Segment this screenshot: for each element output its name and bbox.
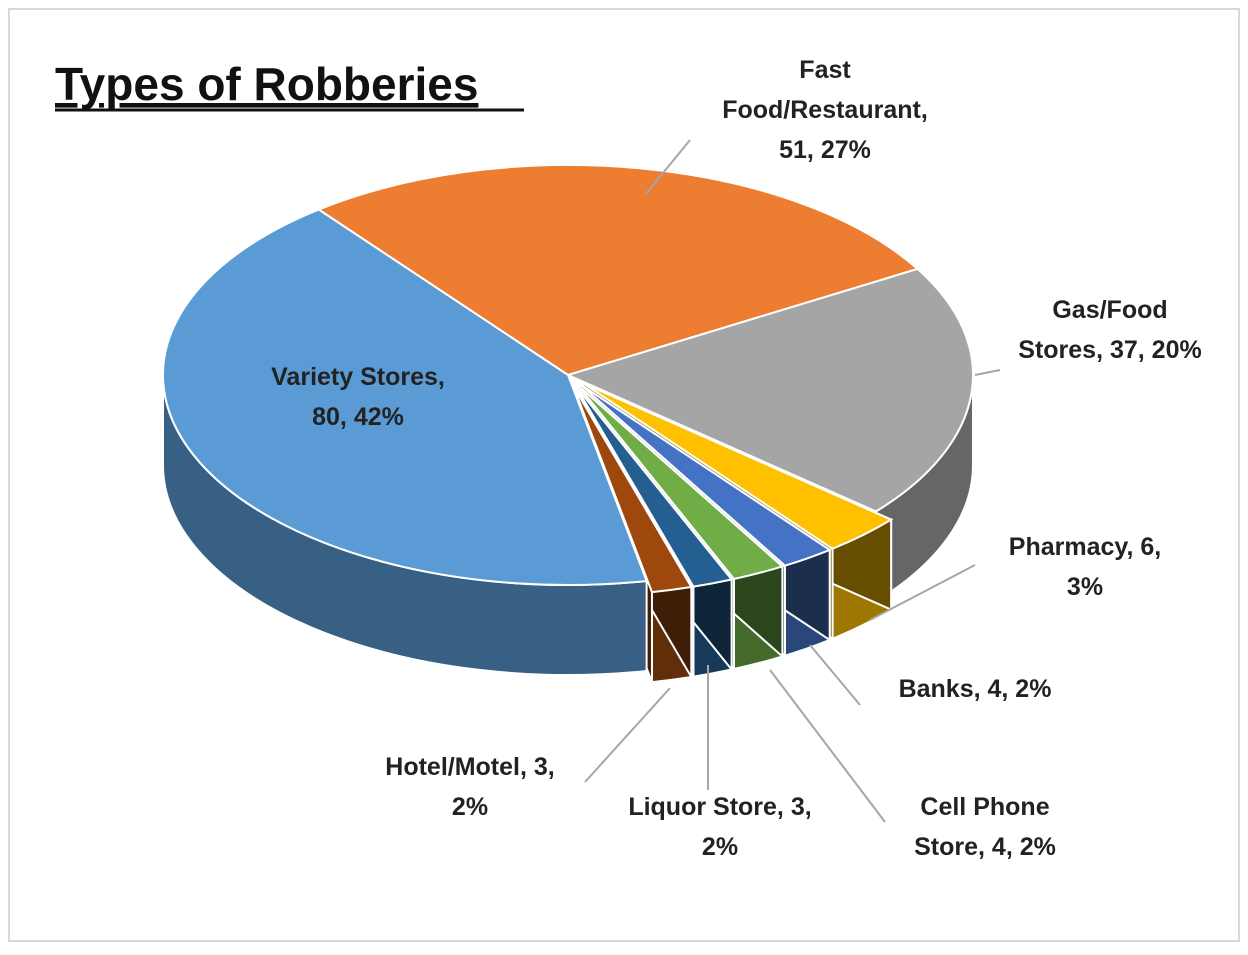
chart-title: Types of Robberies: [55, 58, 478, 110]
leader-line: [644, 139, 691, 196]
slice: [565, 267, 974, 513]
data-label: Fast Food/Restaurant, 51, 27%: [722, 56, 928, 164]
leader-line: [769, 669, 886, 823]
slice: [582, 382, 894, 550]
slice: [316, 164, 920, 377]
data-label: Gas/Food Stores, 37, 20%: [1018, 296, 1201, 364]
data-label: Variety Stores, 80, 42%: [271, 363, 445, 431]
leader-line: [974, 369, 1001, 376]
leader-line: [869, 564, 976, 621]
data-label: Cell Phone Store, 4, 2%: [914, 793, 1056, 861]
slice: [577, 384, 785, 581]
data-label: Banks, 4, 2%: [899, 675, 1052, 703]
leader-line: [584, 687, 671, 783]
slice: [162, 208, 649, 586]
slice: [579, 383, 832, 567]
slice: [574, 385, 734, 588]
slice: [572, 385, 693, 594]
data-label: Hotel/Motel, 3, 2%: [385, 753, 554, 821]
data-label: Liquor Store, 3, 2%: [628, 793, 811, 861]
leader-line: [809, 644, 861, 706]
data-label: Pharmacy, 6, 3%: [1009, 533, 1161, 601]
